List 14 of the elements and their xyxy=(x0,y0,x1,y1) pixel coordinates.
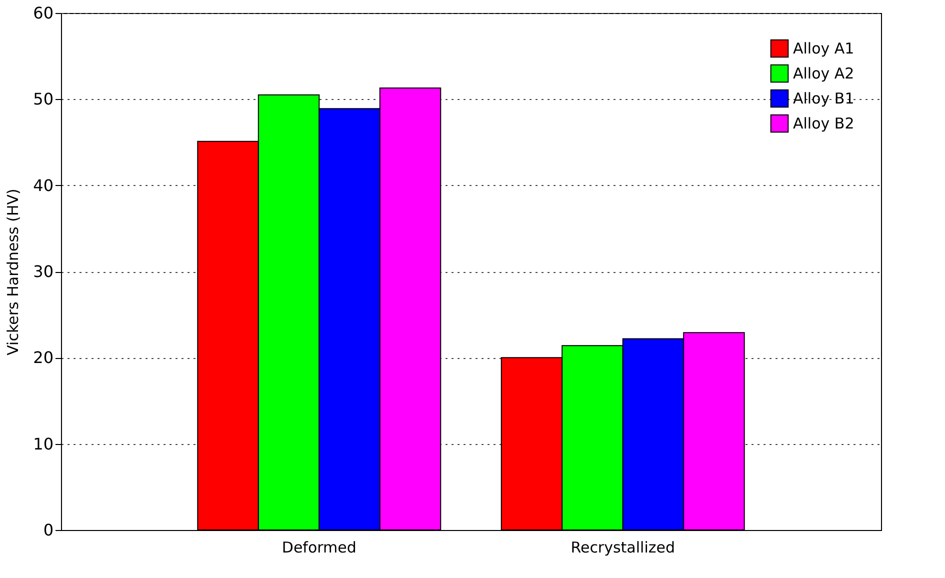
legend-label: Alloy A1 xyxy=(793,40,854,58)
legend-label: Alloy A2 xyxy=(793,64,854,82)
y-tick-label: 30 xyxy=(33,262,54,281)
y-tick-label: 50 xyxy=(33,90,54,109)
legend-label: Alloy B2 xyxy=(793,114,854,132)
y-tick-label: 20 xyxy=(33,348,54,368)
y-tick-label: 60 xyxy=(33,4,54,22)
y-tick-label: 10 xyxy=(33,434,54,454)
legend-label: Alloy B1 xyxy=(793,90,854,108)
y-axis-title: Vickers Hardness (HV) xyxy=(4,188,22,356)
x-tick-label: Recrystallized xyxy=(570,538,675,556)
x-tick-label: Deformed xyxy=(282,538,356,556)
y-tick-label: 40 xyxy=(33,176,54,195)
y-tick-label: 0 xyxy=(43,520,54,540)
